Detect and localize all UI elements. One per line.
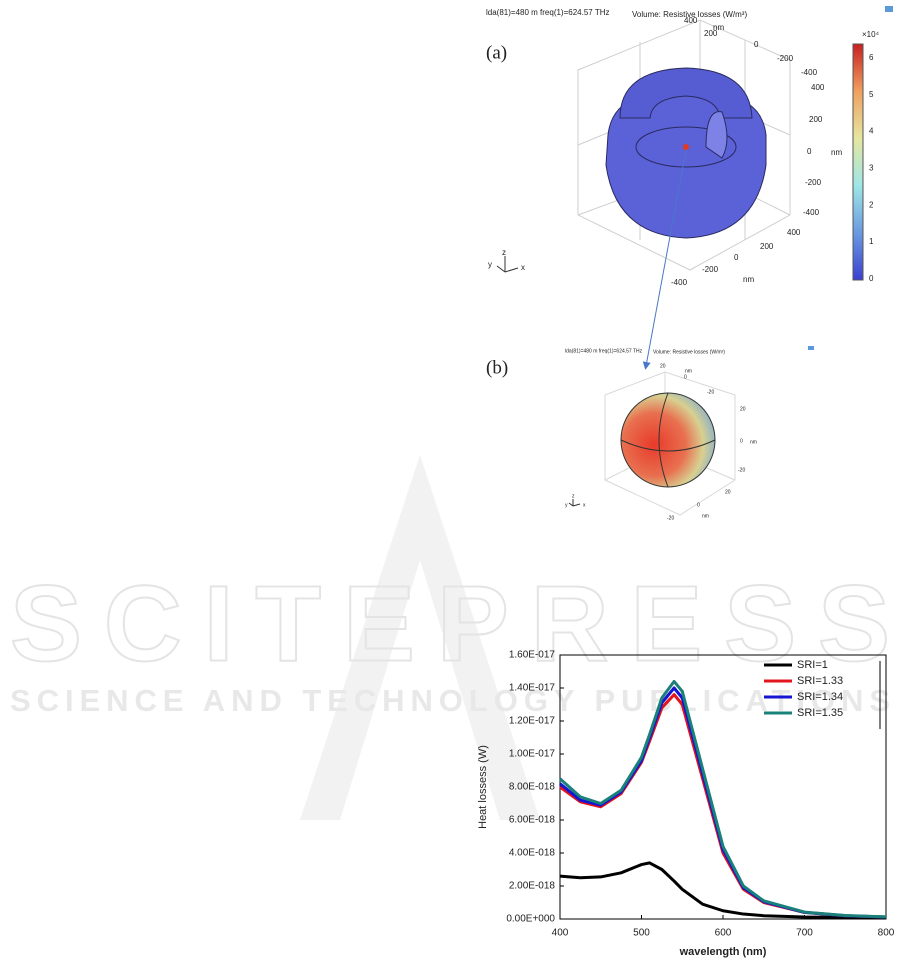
series-line bbox=[559, 679, 887, 919]
triad-label: y bbox=[565, 502, 568, 508]
axis-label: -20 bbox=[667, 515, 674, 521]
plot-title: Volume: Resistive losses (W/m³) bbox=[632, 10, 747, 19]
colorbar-tick: 2 bbox=[869, 200, 874, 209]
colorbar-tick: 1 bbox=[869, 237, 874, 246]
watermark-title: SCITEPRESS bbox=[10, 563, 890, 684]
axis-label: 200 bbox=[704, 29, 718, 38]
axis-label: nm bbox=[831, 148, 842, 157]
icon bbox=[808, 346, 814, 350]
axis-label: -400 bbox=[671, 278, 688, 287]
axis-label: nm bbox=[743, 275, 754, 284]
colorbar-multiplier: ×10⁴ bbox=[862, 30, 880, 39]
axis-label: 0 bbox=[740, 438, 743, 444]
x-axis-title: wavelength (nm) bbox=[679, 946, 767, 958]
cut-face bbox=[705, 111, 728, 159]
y-tick-label: 8.00E-018 bbox=[509, 782, 556, 793]
triad-label: z bbox=[572, 493, 575, 499]
zoom-arrow bbox=[642, 149, 687, 370]
x-tick-label: 800 bbox=[878, 928, 895, 939]
x-tick-label: 600 bbox=[715, 928, 732, 939]
axis-label: 20 bbox=[740, 406, 746, 412]
watermark-shape bbox=[300, 455, 540, 820]
y-axis-title: Heat lossess (W) bbox=[477, 745, 489, 829]
axis-label: -200 bbox=[805, 178, 822, 187]
colorbar-tick: 0 bbox=[869, 274, 874, 283]
colorbar bbox=[852, 43, 864, 281]
triad-label: x bbox=[583, 502, 586, 508]
axis-label: 0 bbox=[684, 374, 687, 380]
axis-label: 200 bbox=[760, 242, 774, 251]
colorbar-tick: 5 bbox=[869, 90, 874, 99]
watermark-subtitle: SCIENCE AND TECHNOLOGY PUBLICATIONS bbox=[10, 683, 890, 718]
axis-label: 200 bbox=[809, 115, 823, 124]
panel-label: (a) bbox=[486, 42, 507, 63]
x-tick-label: 700 bbox=[796, 928, 813, 939]
axis-label: nm bbox=[702, 513, 709, 519]
axis-label: -400 bbox=[803, 208, 820, 217]
y-tick-label: 6.00E-018 bbox=[509, 815, 556, 826]
nanoparticle bbox=[683, 144, 689, 150]
inner-ring bbox=[635, 126, 737, 168]
axis-label: 0 bbox=[807, 147, 812, 156]
axis-label: nm bbox=[713, 23, 724, 32]
box-grid bbox=[604, 371, 736, 516]
axis-triad bbox=[568, 499, 581, 507]
watermark: SCITEPRESS SCIENCE AND TECHNOLOGY PUBLIC… bbox=[9, 455, 891, 820]
axis-label: 0 bbox=[754, 40, 759, 49]
axis-label: -20 bbox=[738, 467, 745, 473]
upper-shell bbox=[619, 67, 753, 119]
colorbar-tick: 4 bbox=[869, 127, 874, 136]
x-tick-label: 500 bbox=[633, 928, 650, 939]
x-tick-label: 400 bbox=[552, 928, 569, 939]
y-tick-label: 2.00E-018 bbox=[509, 881, 556, 892]
axis-label: nm bbox=[685, 368, 692, 374]
axis-label: 400 bbox=[684, 16, 698, 25]
axis-label: -400 bbox=[801, 68, 818, 77]
icon bbox=[885, 6, 893, 12]
axis-label: -200 bbox=[702, 265, 719, 274]
legend-label: SRI=1 bbox=[797, 659, 828, 671]
y-tick-label: 4.00E-018 bbox=[509, 848, 556, 859]
triad-label: z bbox=[502, 248, 506, 257]
axis-label: 20 bbox=[725, 489, 731, 495]
y-tick-label: 1.60E-017 bbox=[509, 650, 556, 661]
y-tick-label: 0.00E+000 bbox=[506, 914, 555, 925]
legend-label: SRI=1.35 bbox=[797, 707, 843, 719]
y-tick-label: 1.00E-017 bbox=[509, 749, 556, 760]
panel-label: (b) bbox=[486, 357, 508, 378]
colorbar-tick: 3 bbox=[869, 164, 874, 173]
colorbar-tick: 6 bbox=[869, 53, 874, 62]
header: lda(81)=480 m freq(1)=624.57 THz bbox=[486, 8, 609, 17]
figure-a-render bbox=[496, 6, 893, 370]
axis-triad bbox=[496, 256, 519, 273]
axis-label: 400 bbox=[787, 228, 801, 237]
header: lda(81)=480 m freq(1)=624.57 THz bbox=[565, 348, 643, 354]
y-tick-label: 1.40E-017 bbox=[509, 683, 556, 694]
axis-label: nm bbox=[750, 439, 757, 445]
y-tick-label: 1.20E-017 bbox=[509, 716, 556, 727]
figure-b-render bbox=[568, 346, 814, 516]
triad-label: y bbox=[488, 260, 492, 269]
axis-label: -20 bbox=[707, 389, 714, 395]
axis-label: 400 bbox=[811, 83, 825, 92]
plot-title: Volume: Resistive losses (W/m³) bbox=[653, 349, 725, 355]
sphere-lines bbox=[620, 392, 716, 488]
axis-label: 20 bbox=[660, 363, 666, 369]
triad-label: x bbox=[521, 263, 525, 272]
axis-label: 0 bbox=[734, 253, 739, 262]
sphere bbox=[620, 392, 716, 488]
legend-label: SRI=1.34 bbox=[797, 691, 843, 703]
axis-label: 0 bbox=[697, 502, 700, 508]
series-line bbox=[559, 861, 887, 920]
legend-label: SRI=1.33 bbox=[797, 675, 843, 687]
axis-label: -200 bbox=[777, 54, 794, 63]
